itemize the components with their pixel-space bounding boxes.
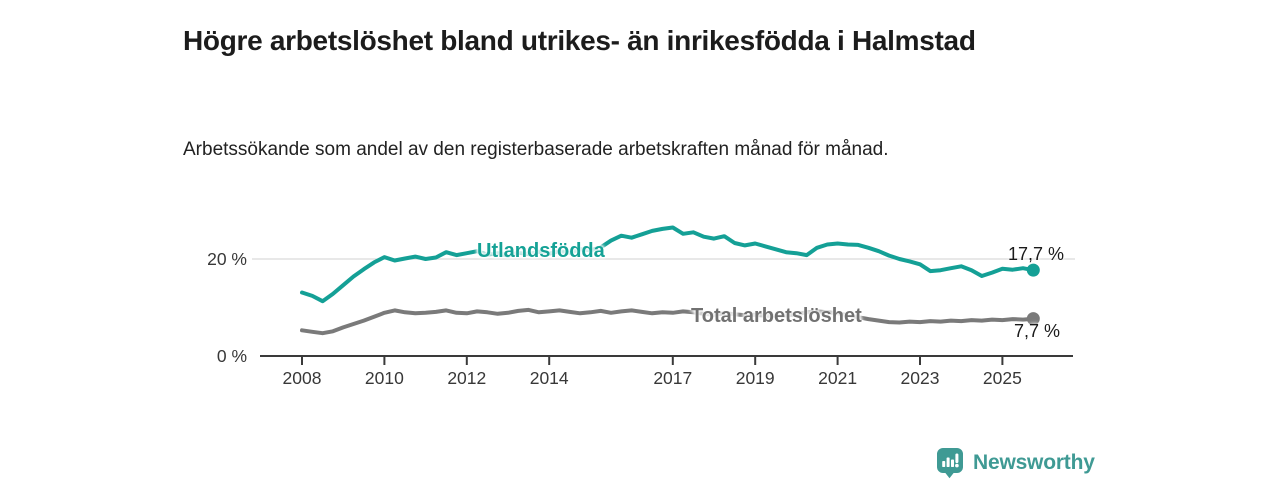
x-tick-label: 2012 <box>447 368 486 388</box>
end-value-utlandsfodda: 17,7 % <box>1008 244 1065 264</box>
chart-canvas: 2008 2010 2012 2014 2017 2019 2021 2023 2025 0 % 2… <box>207 225 1075 388</box>
x-tick-label: 2017 <box>653 368 692 388</box>
x-tick-label: 2008 <box>283 368 322 388</box>
series-line-utlandsfodda <box>300 225 1036 304</box>
page-subtitle: Arbetssökande som andel av den registerb… <box>183 139 889 160</box>
y-tick-label: 20 % <box>207 249 247 269</box>
newsworthy-bubble-chart-icon <box>937 448 963 479</box>
x-tick-label: 2010 <box>365 368 404 388</box>
series-end-dot-utlandsfodda <box>1026 263 1040 277</box>
newsworthy-logo[interactable]: Newsworthy <box>936 447 1095 479</box>
line-chart: 2008 2010 2012 2014 2017 2019 2021 2023 2025 0 % 2… <box>180 210 1120 405</box>
x-tick-label: 2025 <box>983 368 1022 388</box>
x-tick-label: 2023 <box>901 368 940 388</box>
series-end-dot-total-arbetsloshet <box>1026 312 1040 326</box>
newsworthy-logo-text: Newsworthy <box>973 451 1095 474</box>
end-value-total-arbetsloshet: 7,7 % <box>1014 321 1061 341</box>
x-tick-label: 2021 <box>818 368 857 388</box>
series-label-utlandsfodda: Utlandsfödda <box>477 240 605 262</box>
y-tick-label: 0 % <box>217 346 247 366</box>
series-label-total-arbetsloshet: Total arbetslöshet <box>691 305 862 327</box>
series-line-total-arbetsloshet <box>300 307 1036 336</box>
page-title: Högre arbetslöshet bland utrikes- än inr… <box>183 24 976 56</box>
x-tick-label: 2014 <box>530 368 569 388</box>
x-tick-label: 2019 <box>736 368 775 388</box>
